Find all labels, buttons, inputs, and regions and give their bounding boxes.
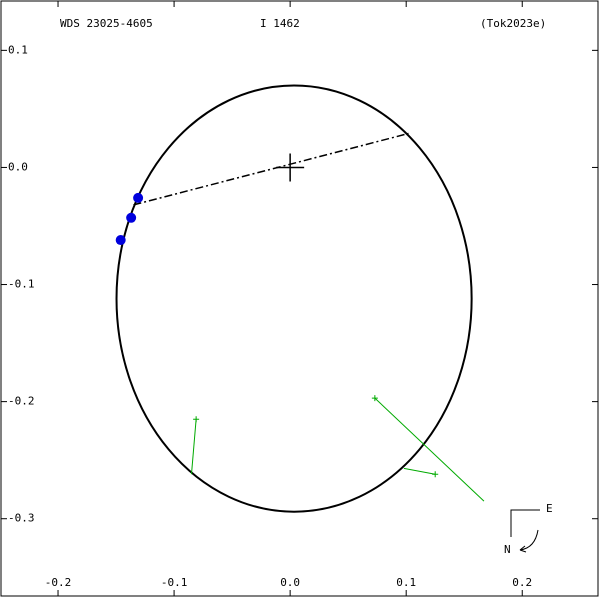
x-tick-label: 0.1 [396, 576, 416, 589]
residual [403, 467, 436, 475]
residual [190, 419, 197, 475]
header-ref: (Tok2023e) [480, 17, 546, 30]
observation [371, 395, 378, 402]
header-id: WDS 23025-4605 [60, 17, 153, 30]
residual [374, 397, 485, 502]
compass [510, 509, 540, 551]
y-tick-label: -0.2 [8, 395, 35, 408]
x-tick-label: -0.2 [45, 576, 72, 589]
measure [126, 212, 137, 223]
y-tick-label: 0.0 [8, 160, 28, 173]
line-of-nodes [133, 132, 409, 206]
observation [193, 416, 200, 423]
header-disc: I 1462 [260, 17, 300, 30]
compass-north: N [504, 543, 511, 556]
x-tick-label: 0.0 [280, 576, 300, 589]
x-tick-label: 0.2 [512, 576, 532, 589]
observation [432, 471, 439, 478]
y-tick-label: -0.3 [8, 512, 35, 525]
y-tick-label: 0.1 [8, 43, 28, 56]
primary-star [276, 153, 305, 182]
compass-arrow [519, 545, 527, 553]
y-tick-label: -0.1 [8, 278, 35, 291]
compass-east: E [546, 502, 553, 515]
orbit [115, 84, 473, 513]
measure [133, 192, 144, 203]
x-tick-label: -0.1 [161, 576, 188, 589]
measure [115, 235, 126, 246]
